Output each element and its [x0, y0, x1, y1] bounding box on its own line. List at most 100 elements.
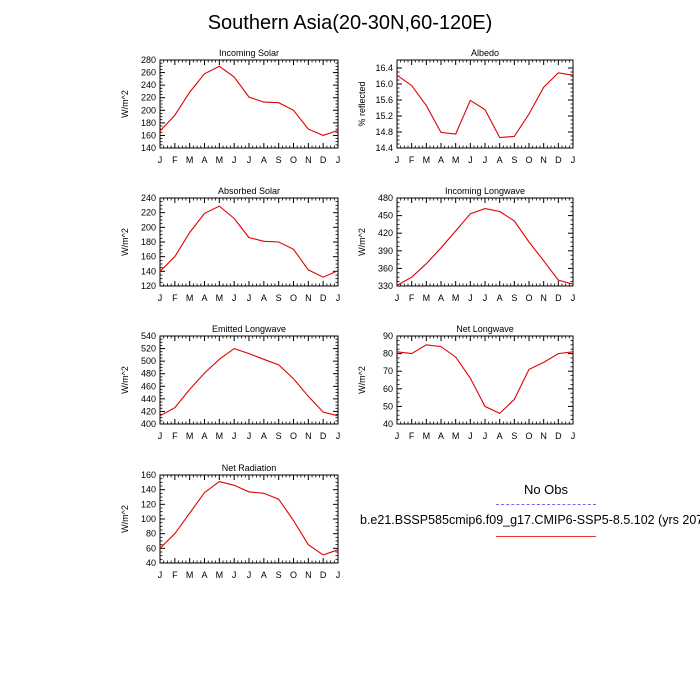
x-tick-label: O — [290, 570, 297, 580]
x-tick-label: J — [232, 570, 237, 580]
x-tick-label: D — [555, 293, 562, 303]
x-tick-label: J — [247, 570, 252, 580]
y-tick-label: 260 — [141, 68, 156, 78]
x-tick-label: J — [336, 155, 341, 165]
x-tick-label: A — [261, 293, 267, 303]
y-tick-label: 240 — [141, 80, 156, 90]
y-tick-label: 540 — [141, 331, 156, 341]
x-tick-label: A — [438, 431, 444, 441]
x-tick-label: M — [216, 570, 224, 580]
x-tick-label: D — [320, 431, 327, 441]
x-tick-label: J — [232, 155, 237, 165]
x-tick-label: F — [172, 155, 178, 165]
x-tick-label: J — [468, 293, 473, 303]
y-tick-label: 90 — [383, 331, 393, 341]
x-tick-label: D — [320, 293, 327, 303]
chart-incoming-longwave: J F M A M J J A S O N D J330360390420450480Incoming … — [357, 186, 575, 303]
y-tick-label: 14.8 — [375, 127, 393, 137]
x-tick-label: N — [305, 155, 312, 165]
x-tick-label: A — [497, 431, 503, 441]
x-tick-label: M — [186, 293, 194, 303]
x-tick-label: F — [172, 431, 178, 441]
y-tick-label: 160 — [141, 130, 156, 140]
plot-frame — [159, 59, 339, 149]
x-tick-label: M — [452, 431, 460, 441]
x-tick-label: S — [511, 155, 517, 165]
y-tick-label: 100 — [141, 514, 156, 524]
x-tick-label: M — [423, 293, 431, 303]
x-tick-label: D — [320, 155, 327, 165]
chart-emitted-longwave: J F M A M J J A S O N D J400420440460480500520540Emi… — [120, 324, 340, 441]
x-tick-label: A — [497, 293, 503, 303]
y-tick-label: 60 — [146, 543, 156, 553]
y-tick-label: 120 — [141, 281, 156, 291]
y-tick-label: 500 — [141, 356, 156, 366]
plot-frame — [396, 197, 574, 287]
x-tick-label: J — [247, 431, 252, 441]
chart-title: Albedo — [471, 48, 499, 58]
model-series-line — [159, 481, 339, 556]
x-tick-label: A — [201, 570, 207, 580]
x-tick-label: J — [468, 431, 473, 441]
chart-title: Incoming Solar — [219, 48, 279, 58]
x-tick-label: O — [525, 293, 532, 303]
x-tick-label: N — [540, 293, 547, 303]
model-series-line — [159, 205, 339, 278]
x-tick-label: J — [395, 293, 400, 303]
x-tick-label: N — [540, 431, 547, 441]
y-tick-label: 200 — [141, 105, 156, 115]
chart-title: Absorbed Solar — [218, 186, 280, 196]
y-tick-label: 120 — [141, 499, 156, 509]
y-axis-label: % reflected — [357, 81, 367, 126]
model-series-line — [159, 347, 339, 417]
x-tick-label: J — [395, 155, 400, 165]
y-axis-label: W/m^2 — [120, 505, 130, 533]
y-tick-label: 480 — [141, 369, 156, 379]
y-axis-label: W/m^2 — [120, 228, 130, 256]
x-tick-label: D — [555, 155, 562, 165]
x-tick-label: A — [261, 155, 267, 165]
x-tick-label: A — [438, 293, 444, 303]
y-tick-label: 160 — [141, 252, 156, 262]
y-tick-label: 460 — [141, 381, 156, 391]
y-axis-label: W/m^2 — [120, 90, 130, 118]
x-tick-label: M — [452, 293, 460, 303]
x-tick-label: S — [276, 293, 282, 303]
y-tick-label: 180 — [141, 237, 156, 247]
x-tick-label: F — [172, 570, 178, 580]
y-axis-label: W/m^2 — [357, 228, 367, 256]
y-tick-label: 520 — [141, 344, 156, 354]
x-tick-label: D — [320, 570, 327, 580]
legend-obs-line — [496, 504, 596, 505]
y-tick-label: 180 — [141, 118, 156, 128]
y-tick-label: 16.4 — [375, 63, 393, 73]
y-tick-label: 330 — [378, 281, 393, 291]
legend-model-label: b.e21.BSSP585cmip6.f09_g17.CMIP6-SSP5-8.… — [360, 513, 700, 527]
x-tick-label: S — [511, 431, 517, 441]
legend-obs-label: No Obs — [523, 482, 569, 497]
legend-model-line — [496, 536, 596, 537]
x-tick-label: J — [247, 293, 252, 303]
x-tick-label: J — [336, 293, 341, 303]
y-tick-label: 420 — [378, 228, 393, 238]
x-tick-label: A — [261, 570, 267, 580]
x-tick-label: M — [216, 155, 224, 165]
x-tick-label: M — [452, 155, 460, 165]
x-tick-label: N — [305, 293, 312, 303]
y-tick-label: 400 — [141, 419, 156, 429]
y-axis-label: W/m^2 — [357, 366, 367, 394]
x-tick-label: S — [276, 431, 282, 441]
x-tick-label: J — [483, 293, 488, 303]
y-axis-label: W/m^2 — [120, 366, 130, 394]
x-tick-label: M — [186, 570, 194, 580]
x-tick-label: M — [423, 431, 431, 441]
y-tick-label: 280 — [141, 55, 156, 65]
x-tick-label: M — [186, 431, 194, 441]
x-tick-label: J — [232, 293, 237, 303]
y-tick-label: 15.6 — [375, 95, 393, 105]
x-tick-label: J — [232, 431, 237, 441]
y-tick-label: 50 — [383, 401, 393, 411]
y-tick-label: 200 — [141, 222, 156, 232]
y-tick-label: 140 — [141, 485, 156, 495]
